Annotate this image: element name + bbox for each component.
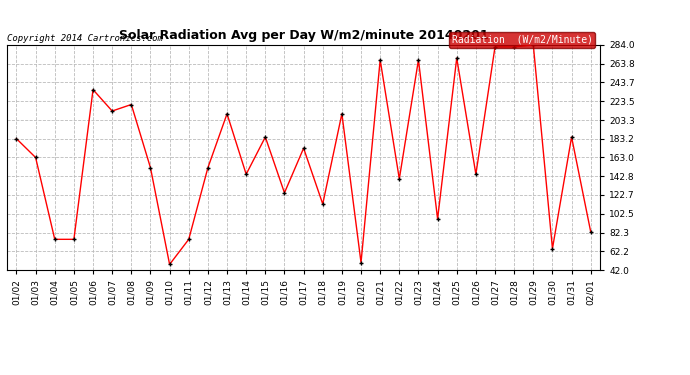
- Point: [394, 176, 405, 182]
- Point: [375, 57, 386, 63]
- Point: [413, 57, 424, 63]
- Point: [68, 236, 79, 242]
- Point: [336, 111, 347, 117]
- Point: [164, 261, 175, 267]
- Point: [471, 171, 482, 177]
- Title: Solar Radiation Avg per Day W/m2/minute 20140201: Solar Radiation Avg per Day W/m2/minute …: [119, 30, 489, 42]
- Point: [107, 108, 118, 114]
- Point: [221, 111, 233, 117]
- Point: [451, 55, 462, 61]
- Point: [88, 87, 99, 93]
- Point: [184, 236, 195, 242]
- Point: [432, 216, 443, 222]
- Point: [585, 229, 596, 235]
- Text: Copyright 2014 Cartronics.com: Copyright 2014 Cartronics.com: [7, 34, 163, 43]
- Point: [547, 246, 558, 252]
- Point: [126, 102, 137, 108]
- Point: [202, 165, 213, 171]
- Point: [298, 145, 309, 151]
- Point: [509, 44, 520, 50]
- Point: [317, 201, 328, 207]
- Point: [30, 154, 41, 160]
- Point: [279, 190, 290, 196]
- Point: [528, 42, 539, 48]
- Point: [355, 260, 366, 266]
- Legend: Radiation  (W/m2/Minute): Radiation (W/m2/Minute): [448, 32, 595, 48]
- Point: [145, 165, 156, 171]
- Point: [241, 171, 252, 177]
- Point: [489, 44, 500, 50]
- Point: [260, 134, 271, 140]
- Point: [11, 136, 22, 142]
- Point: [49, 236, 60, 242]
- Point: [566, 134, 577, 140]
